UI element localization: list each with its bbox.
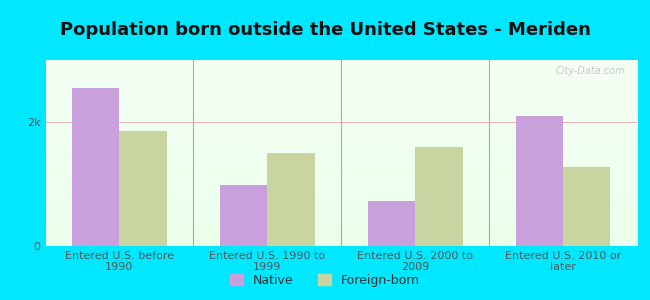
Bar <box>267 153 315 246</box>
Bar <box>415 147 463 246</box>
Bar <box>72 88 120 246</box>
Bar <box>368 201 415 246</box>
Text: City-Data.com: City-Data.com <box>556 66 625 76</box>
Bar <box>515 116 563 246</box>
Legend: Native, Foreign-born: Native, Foreign-born <box>226 270 424 291</box>
Text: Population born outside the United States - Meriden: Population born outside the United State… <box>60 21 590 39</box>
Bar <box>563 167 610 246</box>
Bar <box>220 185 267 246</box>
Bar <box>120 131 167 246</box>
